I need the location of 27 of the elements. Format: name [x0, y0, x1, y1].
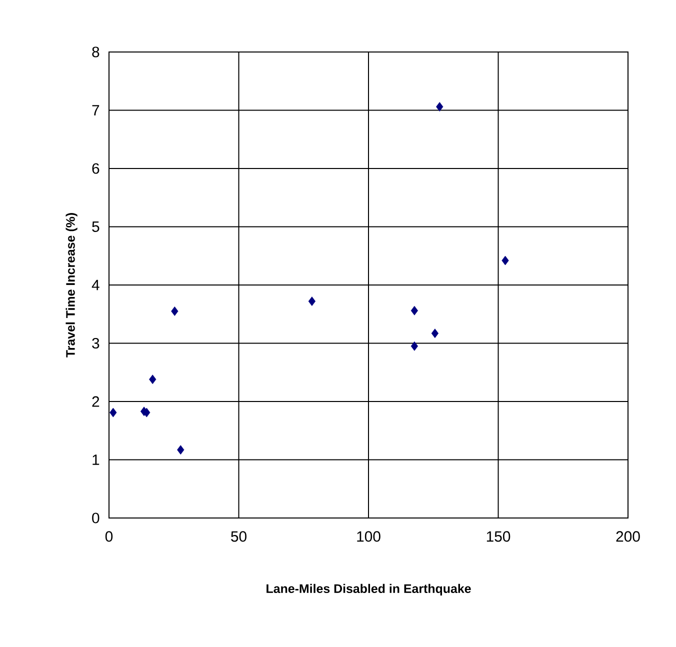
point	[410, 341, 418, 351]
x-tick-label: 200	[616, 531, 640, 542]
point	[177, 445, 184, 455]
x-tick-label: 100	[357, 531, 380, 542]
y-tick-label: 4	[92, 280, 100, 290]
y-tick-label: 1	[92, 454, 100, 465]
y-tick-label: 6	[92, 163, 100, 174]
point	[110, 408, 117, 418]
y-tick-label: 8	[92, 46, 100, 58]
point	[149, 374, 156, 384]
y-tick-label: 7	[92, 105, 100, 116]
point	[171, 306, 178, 316]
y-tick-label: 3	[92, 338, 100, 349]
y-tick-label: 2	[92, 396, 100, 407]
y-axis-title: Travel Time Increase (%)	[66, 213, 78, 358]
x-axis-title: Lane-Miles Disabled in Earthquake	[266, 584, 471, 596]
x-tick-label: 0	[105, 531, 113, 542]
y-tick-label: 5	[92, 222, 100, 232]
x-tick-label: 150	[486, 531, 510, 542]
point	[431, 328, 439, 338]
point	[143, 408, 150, 418]
x-tick-label: 50	[231, 531, 246, 542]
point	[502, 256, 509, 266]
y-tick-label: 0	[92, 512, 100, 524]
point	[308, 296, 316, 306]
point	[410, 306, 418, 316]
point	[436, 102, 444, 112]
